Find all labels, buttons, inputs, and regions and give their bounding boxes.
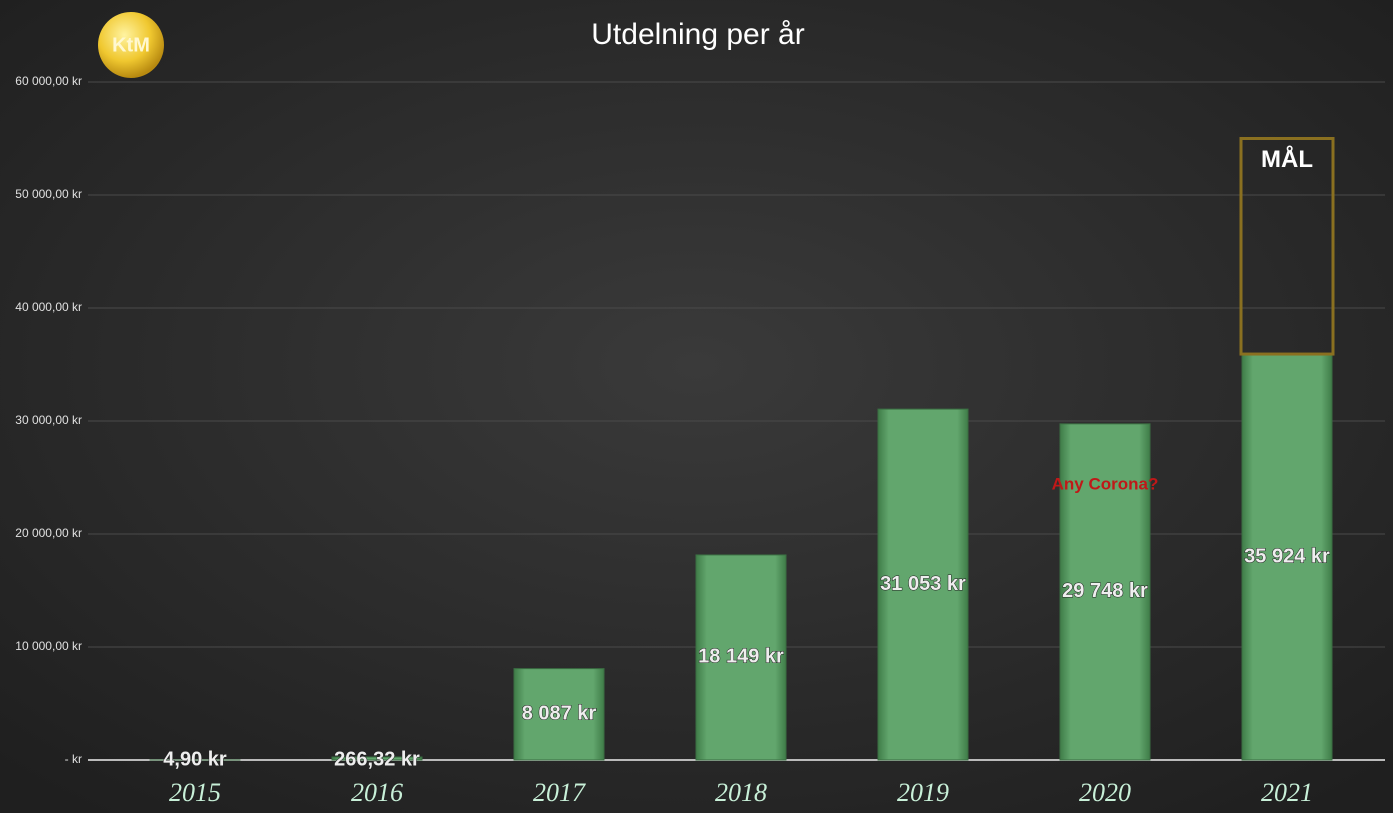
bar <box>1059 423 1151 761</box>
y-tick-label: 40 000,00 kr <box>15 300 82 314</box>
x-tick-label: 2021 <box>1261 778 1313 807</box>
logo-text: KtM <box>112 34 150 56</box>
goal-label: MÅL <box>1261 145 1313 173</box>
annotation: Any Corona? <box>1052 474 1159 493</box>
bar <box>513 668 605 761</box>
y-tick-label: 60 000,00 kr <box>15 74 82 88</box>
y-tick-label: - kr <box>65 752 82 766</box>
y-tick-label: 20 000,00 kr <box>15 526 82 540</box>
value-label: 18 149 kr <box>698 646 784 668</box>
value-label: 266,32 kr <box>334 748 420 770</box>
y-tick-label: 50 000,00 kr <box>15 187 82 201</box>
bar <box>331 756 423 761</box>
value-label: 31 053 kr <box>880 573 966 595</box>
chart-title: Utdelning per år <box>591 18 804 51</box>
value-label: 35 924 kr <box>1244 545 1330 567</box>
y-tick-label: 30 000,00 kr <box>15 413 82 427</box>
goal-box <box>1239 137 1335 356</box>
value-label: 29 748 kr <box>1062 580 1148 602</box>
plot: - kr 10 000,00 kr 20 000,00 kr 30 000,00 kr… <box>15 74 1385 807</box>
logo-coin <box>98 12 164 78</box>
bar <box>877 408 969 761</box>
x-tick-label: 2016 <box>351 778 403 807</box>
value-label: 4,90 kr <box>163 748 227 770</box>
x-tick-label: 2017 <box>533 778 586 807</box>
x-tick-label: 2018 <box>715 778 767 807</box>
x-tick-label: 2015 <box>169 778 221 807</box>
bar <box>695 554 787 761</box>
x-tick-label: 2020 <box>1079 778 1131 807</box>
value-label: 8 087 kr <box>522 703 597 725</box>
bar <box>1241 353 1333 761</box>
x-tick-label: 2019 <box>897 778 949 807</box>
y-tick-label: 10 000,00 kr <box>15 639 82 653</box>
